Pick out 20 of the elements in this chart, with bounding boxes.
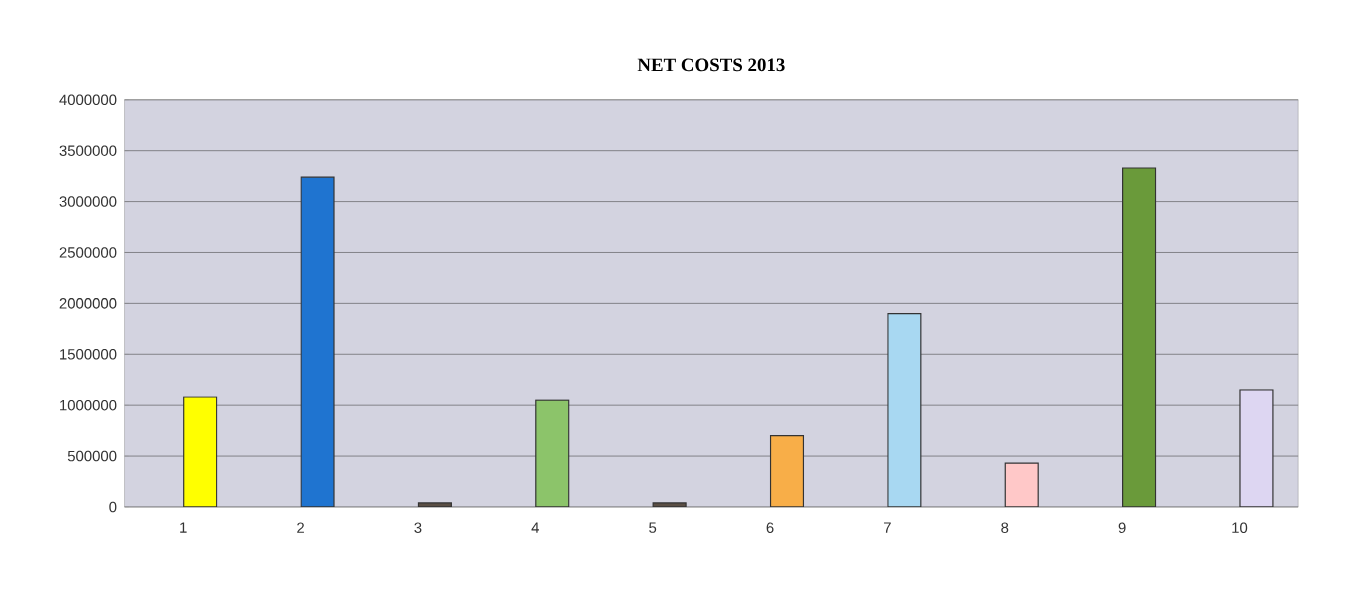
chart-title: NET COSTS 2013 [637, 58, 785, 72]
x-tick-label: 10 [1232, 522, 1248, 534]
x-tick-label: 1 [180, 522, 187, 533]
y-tick-label: 2000000 [59, 298, 117, 309]
x-tick-label: 8 [1001, 522, 1009, 534]
y-tick-label: 3000000 [59, 196, 117, 207]
y-tick-label: 1000000 [60, 400, 117, 411]
y-tick-label: 0 [109, 501, 117, 513]
x-tick-label: 4 [531, 522, 540, 533]
y-tick-label: 500000 [67, 450, 117, 462]
x-tick-label: 3 [414, 522, 422, 534]
y-tick-label: 4000000 [59, 94, 117, 106]
x-tick-label: 2 [297, 522, 304, 533]
y-tick-label: 3500000 [59, 145, 117, 157]
x-tick-label: 7 [884, 522, 891, 533]
x-tick-label: 5 [649, 522, 657, 533]
y-tick-label: 1500000 [60, 349, 117, 360]
x-tick-label: 6 [766, 522, 774, 534]
y-tick-label: 2500000 [59, 247, 117, 258]
x-tick-label: 9 [1118, 522, 1126, 534]
